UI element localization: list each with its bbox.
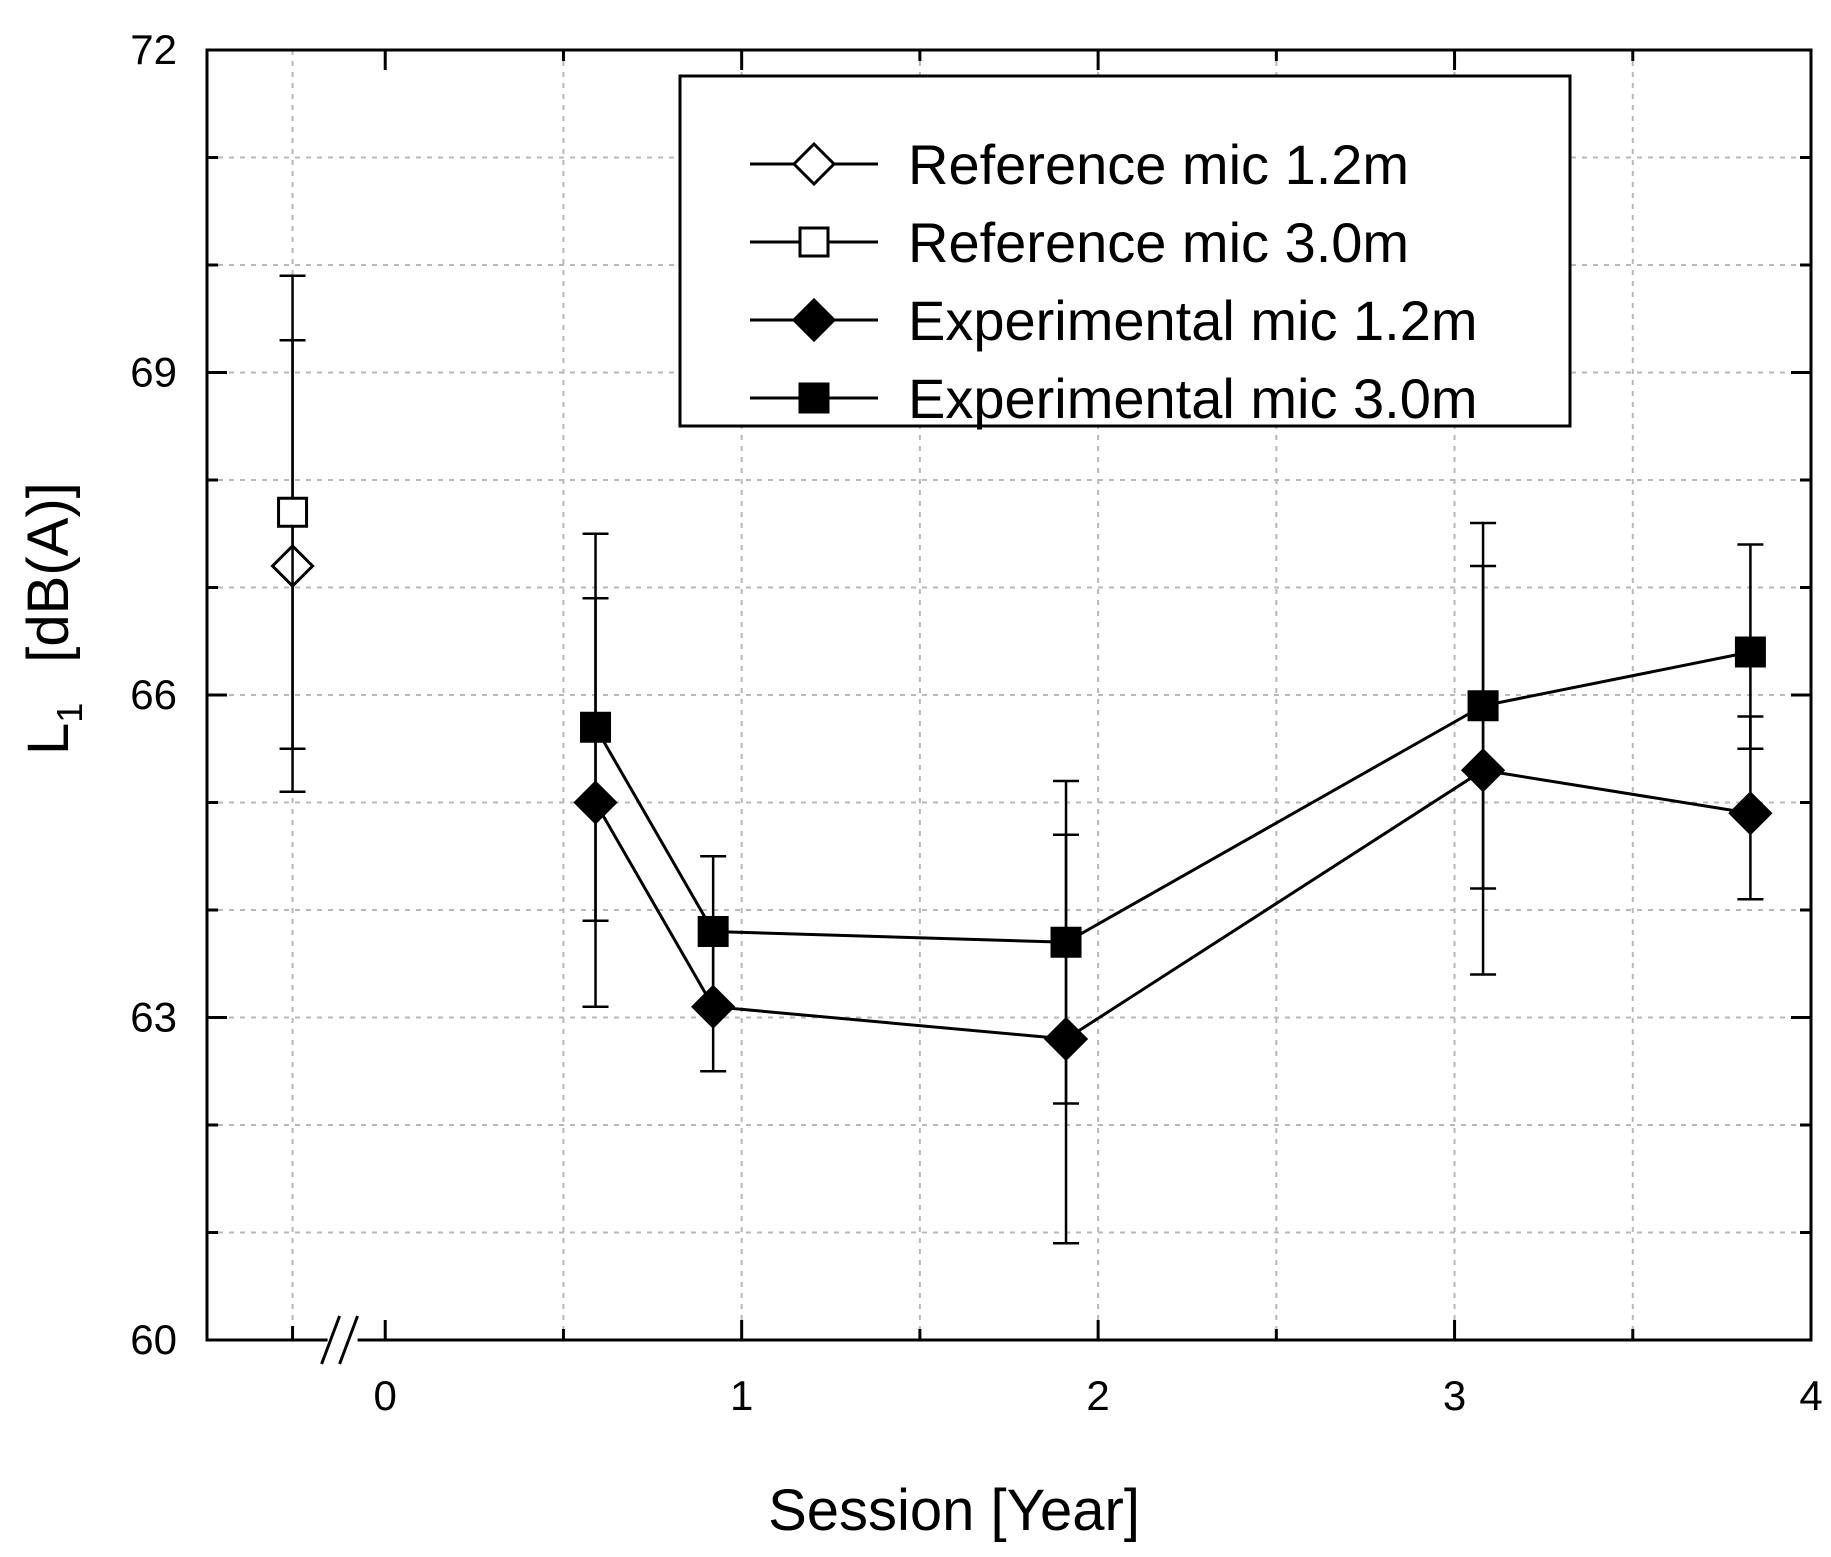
y-tick-label: 63 <box>130 994 177 1041</box>
legend-item-experimental-mic-3-0m: Experimental mic 3.0m <box>750 367 1478 430</box>
x-axis-break-mark <box>320 1315 359 1365</box>
y-tick-label: 69 <box>130 349 177 396</box>
x-tick-label: 4 <box>1799 1372 1822 1419</box>
data-point <box>1050 926 1082 958</box>
data-point <box>697 916 729 947</box>
y-axis-title-main: L <box>16 723 81 755</box>
axis-break-slash <box>320 1315 341 1365</box>
data-point <box>277 496 309 528</box>
legend-marker <box>798 226 830 258</box>
legend-label: Reference mic 1.2m <box>908 133 1409 196</box>
grid <box>207 50 1811 1340</box>
legend-label: Reference mic 3.0m <box>908 211 1409 274</box>
legend-item-experimental-mic-1-2m: Experimental mic 1.2m <box>750 289 1478 352</box>
legend-item-reference-mic-3-0m: Reference mic 3.0m <box>750 211 1409 274</box>
y-tick-label: 72 <box>130 26 177 73</box>
x-axis-title: Session [Year] <box>768 1478 1140 1543</box>
y-axis-title-unit: [dB(A)] <box>16 482 81 663</box>
x-tick-label: 2 <box>1086 1372 1109 1419</box>
plot-frame <box>205 48 1813 1342</box>
legend: Reference mic 1.2m Reference mic 3.0m Expe… <box>678 74 1572 430</box>
data-point <box>1728 791 1773 836</box>
y-axis-title: L1 [dB(A)] <box>16 482 90 755</box>
y-tick-label: 66 <box>130 671 177 718</box>
data-point <box>1734 636 1766 668</box>
legend-label: Experimental mic 3.0m <box>908 367 1478 430</box>
series-experimental-mic-3-0m <box>580 521 1766 1105</box>
y-axis-title-subscript: 1 <box>49 703 90 723</box>
legend-marker <box>798 382 830 414</box>
x-tick-label: 0 <box>374 1372 397 1419</box>
series-experimental-mic-1-2m <box>573 564 1773 1245</box>
series-line <box>594 768 1751 1041</box>
legend-item-reference-mic-1-2m: Reference mic 1.2m <box>750 133 1409 196</box>
data-point <box>1467 690 1499 722</box>
y-tick-label: 60 <box>130 1316 177 1363</box>
x-tick-label: 1 <box>730 1372 753 1419</box>
x-tick-label: 3 <box>1443 1372 1466 1419</box>
series-reference-mic-3-0m <box>277 274 309 750</box>
legend-label: Experimental mic 1.2m <box>908 289 1478 352</box>
legend-marker <box>791 297 837 343</box>
series <box>270 274 1773 1245</box>
axis-break-slash <box>338 1315 359 1365</box>
data-point <box>580 711 612 743</box>
legend-marker <box>791 141 837 187</box>
